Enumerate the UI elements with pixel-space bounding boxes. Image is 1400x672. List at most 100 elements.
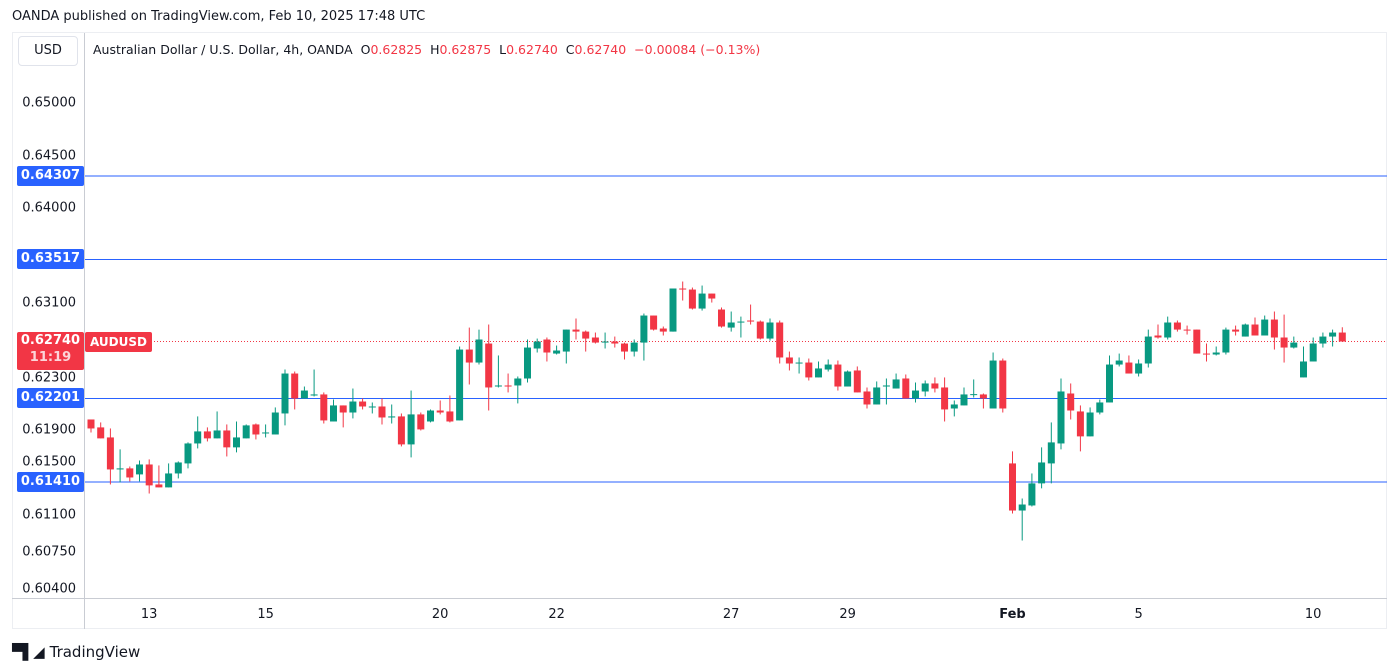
candle-body-down [339, 405, 347, 413]
last-price-tag: 0.62740 11:19 [17, 331, 84, 370]
candle-body-down [979, 394, 987, 399]
level-price-tag[interactable]: 0.64307 [17, 166, 84, 186]
close-value: 0.62740 [574, 42, 627, 57]
candle-body-up [727, 322, 735, 328]
level-price-tag[interactable]: 0.61410 [17, 472, 84, 492]
price-tick-label: 0.64500 [22, 148, 76, 164]
candle-body-up [1222, 329, 1230, 353]
footer-brand[interactable]: ▀▌◢ TradingView [12, 643, 140, 661]
candle-body-up [494, 385, 502, 387]
candle-body-up [950, 404, 958, 409]
candle-body-down [999, 360, 1007, 409]
candle-body-down [834, 364, 842, 387]
candle-body-down [747, 320, 755, 322]
candle-body-up [184, 443, 192, 464]
time-tick-label: 10 [1304, 607, 1322, 622]
candle-body-up [873, 387, 881, 405]
candle-body-up [562, 329, 570, 352]
candle-body-down [621, 343, 628, 352]
time-tick-label: 22 [548, 607, 565, 622]
candle-body-up [553, 350, 561, 354]
candle-body-up [514, 378, 522, 386]
candle-body-up [310, 394, 318, 396]
candle-body-up [989, 360, 997, 409]
level-price-tag[interactable]: 0.62201 [17, 388, 84, 409]
high-label: H [430, 42, 440, 57]
candle-body-down [1203, 353, 1210, 355]
level-price-tag[interactable]: 0.63517 [17, 249, 84, 270]
candle-body-down [252, 424, 260, 435]
candle-body-down [106, 437, 114, 470]
tradingview-logo-icon: ▀▌◢ [12, 643, 45, 661]
candle-body-down [1173, 322, 1181, 330]
candle-body-down [863, 391, 871, 405]
candle-body-up [388, 416, 396, 418]
time-tick-label: 27 [722, 607, 740, 622]
candle-body-down [465, 349, 473, 363]
candle-body-down [485, 343, 493, 388]
candle-body-up [844, 371, 852, 387]
candle-body-down [504, 385, 512, 387]
currency-button[interactable]: USD [18, 36, 78, 66]
candle-body-down [97, 427, 105, 439]
candle-body-up [737, 321, 745, 323]
candle-body-down [1193, 329, 1201, 354]
legend-title: Australian Dollar / U.S. Dollar, 4h, OAN… [93, 42, 353, 57]
candle-body-up [174, 462, 182, 474]
price-tick-label: 0.60750 [22, 544, 76, 560]
candle-body-up [233, 437, 240, 448]
candle-body-up [116, 468, 124, 470]
candle-body-up [892, 379, 900, 389]
time-tick-label: 20 [431, 607, 449, 622]
candle-body-up [824, 364, 832, 370]
brand-name: TradingView [49, 643, 141, 661]
candle-body-up [475, 339, 483, 363]
candle-body-up [1115, 360, 1123, 365]
open-value: 0.62825 [370, 42, 423, 57]
price-tick-label: 0.63100 [22, 295, 76, 311]
candle-body-up [456, 349, 464, 421]
candle-body-down [1251, 324, 1259, 336]
open-label: O [360, 42, 371, 57]
candle-body-down [1280, 337, 1288, 348]
time-tick-label: 13 [140, 607, 158, 622]
candle-body-up [368, 406, 376, 408]
close-label: C [565, 42, 575, 57]
candle-body-up [882, 385, 890, 387]
candle-body-down [145, 464, 153, 486]
candle-body-up [165, 473, 173, 488]
candle-body-up [136, 464, 143, 475]
candle-body-down [941, 387, 949, 410]
candle-body-up [1329, 332, 1337, 337]
last-price-value: 0.62740 [20, 332, 81, 348]
candle-body-up [1038, 462, 1046, 484]
high-value: 0.62875 [439, 42, 492, 57]
candle-body-up [1261, 319, 1269, 336]
candle-body-down [776, 322, 784, 358]
candle-body-down [591, 337, 599, 343]
candle-body-up [912, 390, 919, 399]
candle-body-down [1076, 411, 1084, 437]
candle-body-down [572, 329, 580, 332]
candle-body-down [1067, 393, 1075, 411]
candle-body-up [970, 394, 978, 396]
candle-body-up [1164, 322, 1172, 338]
price-tick-label: 0.64000 [22, 200, 76, 216]
low-label: L [499, 42, 507, 57]
candle-body-down [931, 383, 939, 389]
candle-body-up [815, 368, 822, 378]
candle-body-down [708, 293, 716, 299]
candle-body-down [203, 431, 211, 439]
time-tick-label: 5 [1134, 607, 1143, 622]
candle-body-down [756, 321, 764, 339]
candle-body-down [902, 378, 910, 399]
candle-body-up [601, 341, 609, 343]
candle-body-up [213, 430, 221, 439]
candle-body-up [349, 401, 357, 413]
price-tick-label: 0.61500 [22, 454, 76, 470]
candle-body-up [242, 425, 250, 439]
candle-body-up [300, 390, 308, 399]
candle-body-up [630, 342, 638, 352]
candle-body-down [679, 288, 687, 290]
symbol-legend: Australian Dollar / U.S. Dollar, 4h, OAN… [93, 42, 760, 57]
